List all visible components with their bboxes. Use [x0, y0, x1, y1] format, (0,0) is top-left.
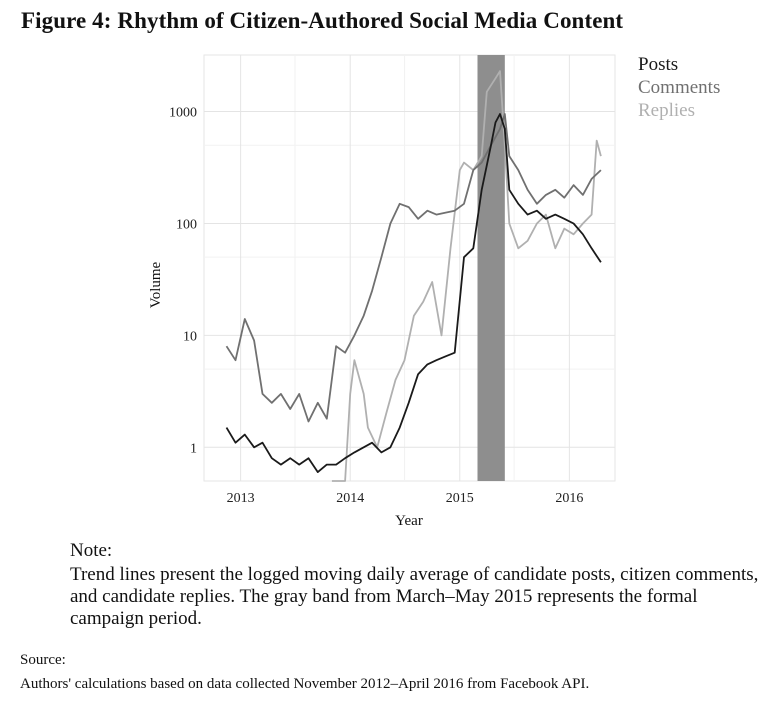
series-line-comments	[225, 113, 602, 423]
y-tick-label: 1000	[169, 106, 197, 121]
source-text: Authors' calculations based on data coll…	[20, 676, 590, 692]
figure-title: Figure 4: Rhythm of Citizen-Authored Soc…	[21, 8, 624, 33]
source-label: Source:	[20, 652, 66, 668]
legend-item-posts: Posts	[638, 54, 679, 75]
note-label: Note:	[70, 540, 113, 561]
y-tick-label: 10	[183, 329, 197, 344]
series-line-posts	[225, 113, 602, 474]
legend-item-comments: Comments	[638, 77, 721, 98]
note-text: Trend lines present the logged moving da…	[70, 564, 759, 629]
x-axis-label: Year	[395, 513, 423, 529]
x-tick-label: 2015	[446, 491, 474, 506]
plot-area	[203, 54, 616, 482]
y-tick-label: 1	[190, 441, 197, 456]
x-tick-label: 2013	[227, 491, 255, 506]
legend-item-replies: Replies	[638, 100, 695, 121]
y-tick-label: 100	[176, 217, 197, 232]
x-tick-label: 2014	[336, 491, 364, 506]
legend: Posts Comments Replies	[638, 53, 720, 122]
y-axis-label: Volume	[148, 261, 164, 308]
x-tick-label: 2016	[555, 491, 583, 506]
